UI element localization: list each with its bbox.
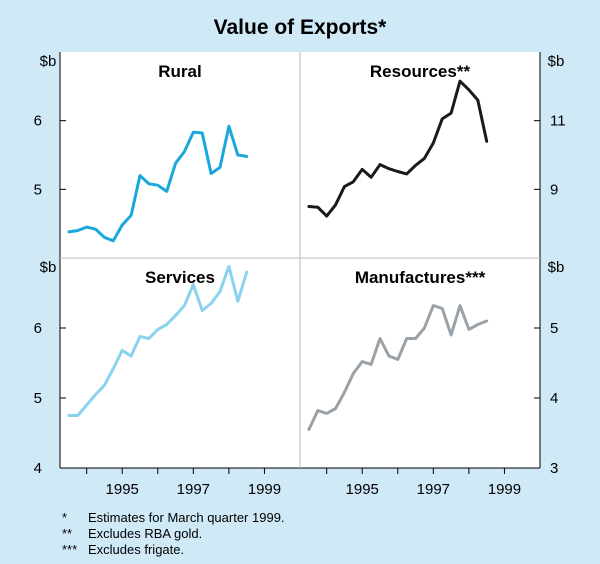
services-ytick-label-6: 6 — [34, 320, 42, 337]
x-tick-label-right-1997: 1997 — [417, 481, 450, 498]
footnote-3-text: Excludes frigate. — [88, 542, 185, 557]
manufactures-ytick-label-4: 4 — [550, 390, 558, 407]
x-tick-label-left-1997: 1997 — [177, 481, 210, 498]
x-tick-label-left-1999: 1999 — [248, 481, 281, 498]
footnote-1-mark: * — [62, 510, 68, 525]
chart-title: Value of Exports* — [214, 16, 388, 39]
plots-layer: 1995 1997 1999 1995 1997 1999 Rural $b 5 6 Resourc… — [34, 52, 566, 498]
resources-ytick-label-11: 11 — [550, 113, 566, 130]
services-series-line — [67, 264, 249, 417]
manufactures-ytick-label-3: 3 — [550, 460, 558, 477]
rural-unit-label: $b — [40, 53, 57, 70]
manufactures-series-line — [307, 304, 489, 431]
services-unit-label: $b — [40, 259, 57, 276]
x-tick-label-right-1995: 1995 — [346, 481, 379, 498]
x-tick-label-left-1995: 1995 — [106, 481, 139, 498]
rural-panel-title: Rural — [158, 62, 201, 81]
rural-ytick-label-6: 6 — [34, 113, 42, 130]
footnote-2-text: Excludes RBA gold. — [88, 526, 203, 541]
services-ytick-label-4: 4 — [34, 460, 42, 477]
resources-series-line — [307, 79, 489, 218]
manufactures-ytick-label-5: 5 — [550, 320, 558, 337]
resources-ytick-label-9: 9 — [550, 181, 558, 198]
resources-panel-title: Resources** — [370, 62, 471, 81]
footnote-1-text: Estimates for March quarter 1999. — [88, 510, 285, 525]
footnote-3-mark: *** — [62, 542, 78, 557]
resources-unit-label: $b — [548, 53, 565, 70]
manufactures-panel-title: Manufactures*** — [355, 268, 486, 287]
rural-ytick-label-5: 5 — [34, 181, 42, 198]
footnote-2-mark: ** — [62, 526, 73, 541]
x-tick-label-right-1999: 1999 — [488, 481, 521, 498]
services-panel-title: Services — [145, 268, 215, 287]
footnote-3: *** Excludes frigate. — [62, 542, 184, 557]
services-ytick-label-5: 5 — [34, 390, 42, 407]
footnote-1: * Estimates for March quarter 1999. — [62, 510, 285, 525]
footnote-2: ** Excludes RBA gold. — [62, 526, 202, 541]
manufactures-unit-label: $b — [548, 259, 565, 276]
rural-series-line — [67, 124, 249, 243]
